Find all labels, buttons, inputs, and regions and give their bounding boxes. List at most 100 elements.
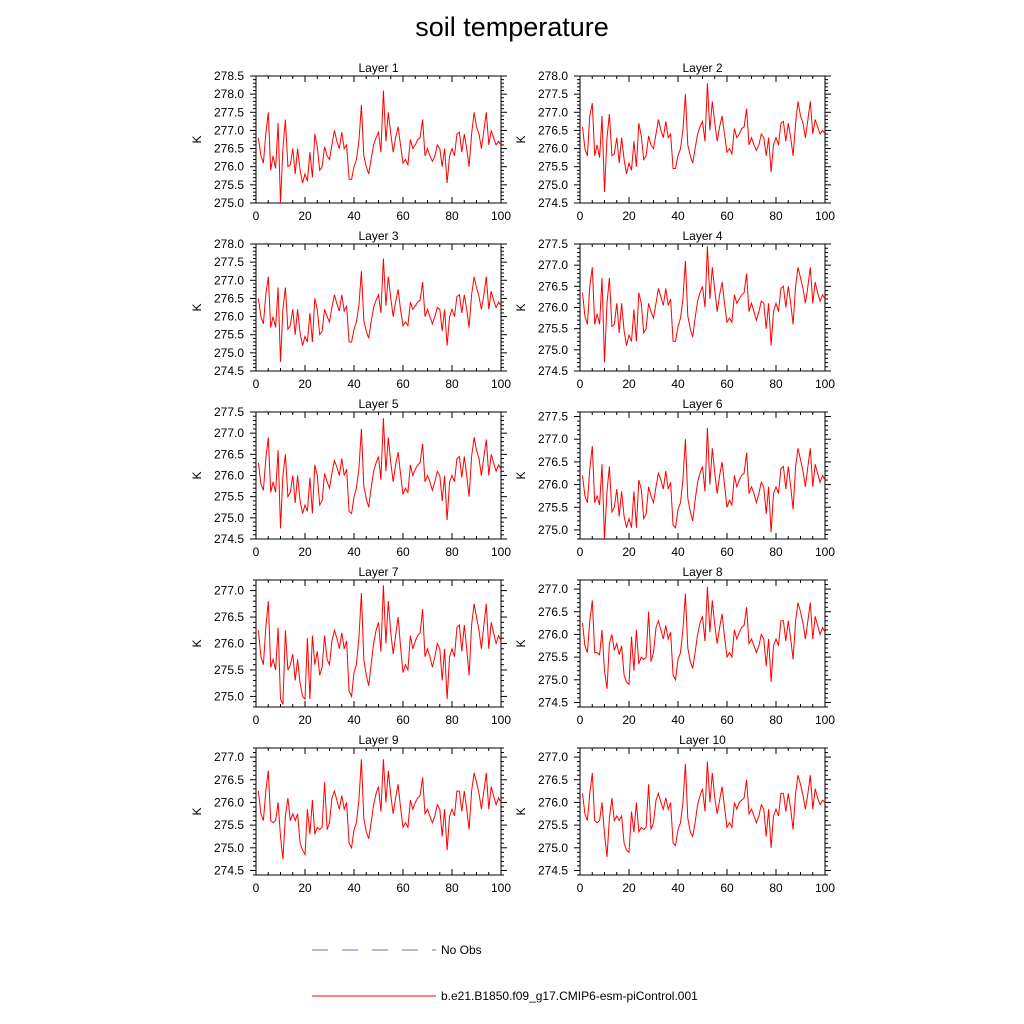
x-tick-label-layer-6: 0 — [577, 545, 584, 559]
y-axis-label-layer-3: K — [190, 303, 204, 311]
x-tick-label-layer-10: 80 — [769, 881, 783, 895]
legend-label-model: b.e21.B1850.f09_g17.CMIP6-esm-piControl.… — [441, 989, 698, 1003]
x-tick-label-layer-3: 60 — [396, 377, 410, 391]
plot-frame-layer-9 — [255, 747, 502, 876]
y-axis-label-layer-1: K — [190, 135, 204, 143]
panel-title-layer-8: Layer 8 — [682, 565, 722, 579]
y-tick-label-layer-2: 275.0 — [538, 178, 568, 192]
x-tick-label-layer-4: 80 — [769, 377, 783, 391]
y-tick-label-layer-5: 277.0 — [214, 426, 244, 440]
panel-layer-7: Layer 7 K 0 20 40 60 80 100 275.0 275.5 276.0 276.5… — [190, 565, 511, 727]
y-tick-label-layer-10: 276.0 — [538, 795, 568, 809]
series-line-layer-5 — [257, 418, 502, 529]
x-tick-label-layer-4: 20 — [622, 377, 636, 391]
y-tick-label-layer-8: 275.5 — [538, 650, 568, 664]
panel-layer-6: Layer 6 K 0 20 40 60 80 100 275.0 275.5 276.0 276.5… — [514, 397, 835, 559]
y-tick-label-layer-4: 277.5 — [538, 237, 568, 251]
panel-title-layer-10: Layer 10 — [679, 733, 726, 747]
y-tick-label-layer-9: 277.0 — [214, 750, 244, 764]
y-tick-label-layer-2: 275.5 — [538, 160, 568, 174]
y-axis-label-layer-7: K — [190, 639, 204, 647]
y-tick-label-layer-3: 276.0 — [214, 310, 244, 324]
x-tick-label-layer-5: 60 — [396, 545, 410, 559]
y-tick-label-layer-2: 277.0 — [538, 105, 568, 119]
x-tick-label-layer-2: 60 — [720, 209, 734, 223]
y-tick-label-layer-6: 275.0 — [538, 523, 568, 537]
series-line-layer-1 — [257, 90, 502, 204]
panel-title-layer-3: Layer 3 — [358, 229, 398, 243]
y-tick-label-layer-9: 275.0 — [214, 841, 244, 855]
x-tick-label-layer-9: 20 — [298, 881, 312, 895]
x-tick-label-layer-2: 80 — [769, 209, 783, 223]
x-tick-label-layer-5: 20 — [298, 545, 312, 559]
panel-layer-2: Layer 2 K 0 20 40 60 80 100 274.5 275.0 275.5 276.0… — [514, 61, 835, 223]
x-tick-label-layer-2: 100 — [815, 209, 835, 223]
x-tick-label-layer-1: 100 — [491, 209, 511, 223]
x-tick-label-layer-2: 20 — [622, 209, 636, 223]
x-tick-label-layer-6: 100 — [815, 545, 835, 559]
y-tick-label-layer-10: 276.5 — [538, 773, 568, 787]
x-tick-label-layer-8: 40 — [671, 713, 685, 727]
y-axis-label-layer-10: K — [514, 807, 528, 815]
x-tick-label-layer-3: 20 — [298, 377, 312, 391]
series-line-layer-10 — [582, 761, 826, 857]
y-tick-label-layer-9: 276.0 — [214, 795, 244, 809]
x-tick-label-layer-6: 80 — [769, 545, 783, 559]
x-tick-label-layer-1: 0 — [253, 209, 260, 223]
x-tick-label-layer-10: 20 — [622, 881, 636, 895]
y-tick-label-layer-2: 276.0 — [538, 142, 568, 156]
y-tick-label-layer-1: 275.0 — [214, 196, 244, 210]
panel-title-layer-7: Layer 7 — [358, 565, 398, 579]
legend-label-no-obs: No Obs — [441, 943, 482, 957]
y-tick-label-layer-5: 275.5 — [214, 490, 244, 504]
plot-frame-layer-7 — [255, 579, 502, 708]
series-line-layer-2 — [582, 83, 826, 193]
y-tick-label-layer-4: 275.0 — [538, 343, 568, 357]
y-tick-label-layer-5: 277.5 — [214, 405, 244, 419]
chart-title: soil temperature — [415, 12, 609, 42]
panel-title-layer-6: Layer 6 — [682, 397, 722, 411]
panel-layer-4: Layer 4 K 0 20 40 60 80 100 274.5 275.0 275.5 276.0… — [514, 229, 835, 391]
x-tick-label-layer-7: 80 — [445, 713, 459, 727]
y-tick-label-layer-8: 275.0 — [538, 673, 568, 687]
y-tick-label-layer-2: 277.5 — [538, 87, 568, 101]
y-axis-label-layer-9: K — [190, 807, 204, 815]
y-tick-label-layer-9: 274.5 — [214, 863, 244, 877]
y-tick-label-layer-1: 275.5 — [214, 178, 244, 192]
y-tick-label-layer-3: 275.5 — [214, 328, 244, 342]
x-tick-label-layer-8: 60 — [720, 713, 734, 727]
x-tick-label-layer-1: 80 — [445, 209, 459, 223]
x-tick-label-layer-10: 100 — [815, 881, 835, 895]
y-tick-label-layer-2: 278.0 — [538, 69, 568, 83]
x-tick-label-layer-2: 0 — [577, 209, 584, 223]
y-tick-label-layer-5: 275.0 — [214, 511, 244, 525]
y-tick-label-layer-8: 274.5 — [538, 695, 568, 709]
y-tick-label-layer-7: 275.5 — [214, 663, 244, 677]
x-tick-label-layer-8: 100 — [815, 713, 835, 727]
y-tick-label-layer-1: 278.0 — [214, 87, 244, 101]
y-tick-label-layer-3: 275.0 — [214, 346, 244, 360]
y-tick-label-layer-10: 277.0 — [538, 750, 568, 764]
x-tick-label-layer-3: 80 — [445, 377, 459, 391]
y-tick-label-layer-1: 277.0 — [214, 123, 244, 137]
y-tick-label-layer-2: 274.5 — [538, 196, 568, 210]
x-tick-label-layer-9: 0 — [253, 881, 260, 895]
x-tick-label-layer-5: 40 — [347, 545, 361, 559]
plot-frame-layer-6 — [579, 411, 826, 540]
y-tick-label-layer-1: 278.5 — [214, 69, 244, 83]
y-tick-label-layer-3: 277.5 — [214, 255, 244, 269]
y-tick-label-layer-4: 277.0 — [538, 258, 568, 272]
panel-title-layer-1: Layer 1 — [358, 61, 398, 75]
y-tick-label-layer-6: 276.0 — [538, 478, 568, 492]
x-tick-label-layer-7: 40 — [347, 713, 361, 727]
panel-layer-10: Layer 10 K 0 20 40 60 80 100 274.5 275.0 275.5 276.… — [514, 733, 835, 895]
y-axis-label-layer-2: K — [514, 135, 528, 143]
series-line-layer-8 — [582, 586, 826, 689]
x-tick-label-layer-6: 20 — [622, 545, 636, 559]
y-tick-label-layer-4: 274.5 — [538, 364, 568, 378]
plot-frame-layer-3 — [255, 243, 502, 372]
series-line-layer-4 — [582, 246, 826, 363]
x-tick-label-layer-6: 40 — [671, 545, 685, 559]
y-tick-label-layer-7: 277.0 — [214, 584, 244, 598]
x-tick-label-layer-5: 80 — [445, 545, 459, 559]
